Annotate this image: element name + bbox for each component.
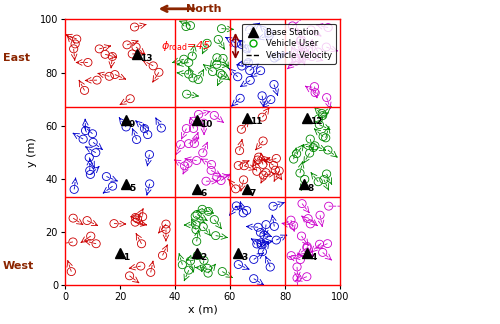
Text: West: West <box>2 261 34 271</box>
Text: $\phi_{\rm road}$=45: $\phi_{\rm road}$=45 <box>161 39 212 53</box>
Text: 3: 3 <box>242 253 248 262</box>
Text: $\circ$: $\circ$ <box>227 40 234 50</box>
Text: 8: 8 <box>308 184 314 193</box>
Text: North: North <box>186 4 222 14</box>
Text: 9: 9 <box>129 120 135 129</box>
Y-axis label: y (m): y (m) <box>27 137 37 167</box>
Text: 11: 11 <box>250 117 262 126</box>
Text: 2: 2 <box>200 253 206 262</box>
Text: 5: 5 <box>129 184 135 193</box>
Legend: Base Station, Vehicle User, Vehicle Velocity: Base Station, Vehicle User, Vehicle Velo… <box>242 24 336 64</box>
Text: 6: 6 <box>200 189 206 198</box>
Text: 4: 4 <box>310 253 316 262</box>
Text: 1: 1 <box>124 253 130 262</box>
Text: East: East <box>2 53 30 63</box>
Text: 12: 12 <box>310 117 323 126</box>
X-axis label: x (m): x (m) <box>188 305 218 315</box>
Text: 13: 13 <box>140 53 152 63</box>
Text: 10: 10 <box>200 120 212 129</box>
Text: 7: 7 <box>250 189 256 198</box>
